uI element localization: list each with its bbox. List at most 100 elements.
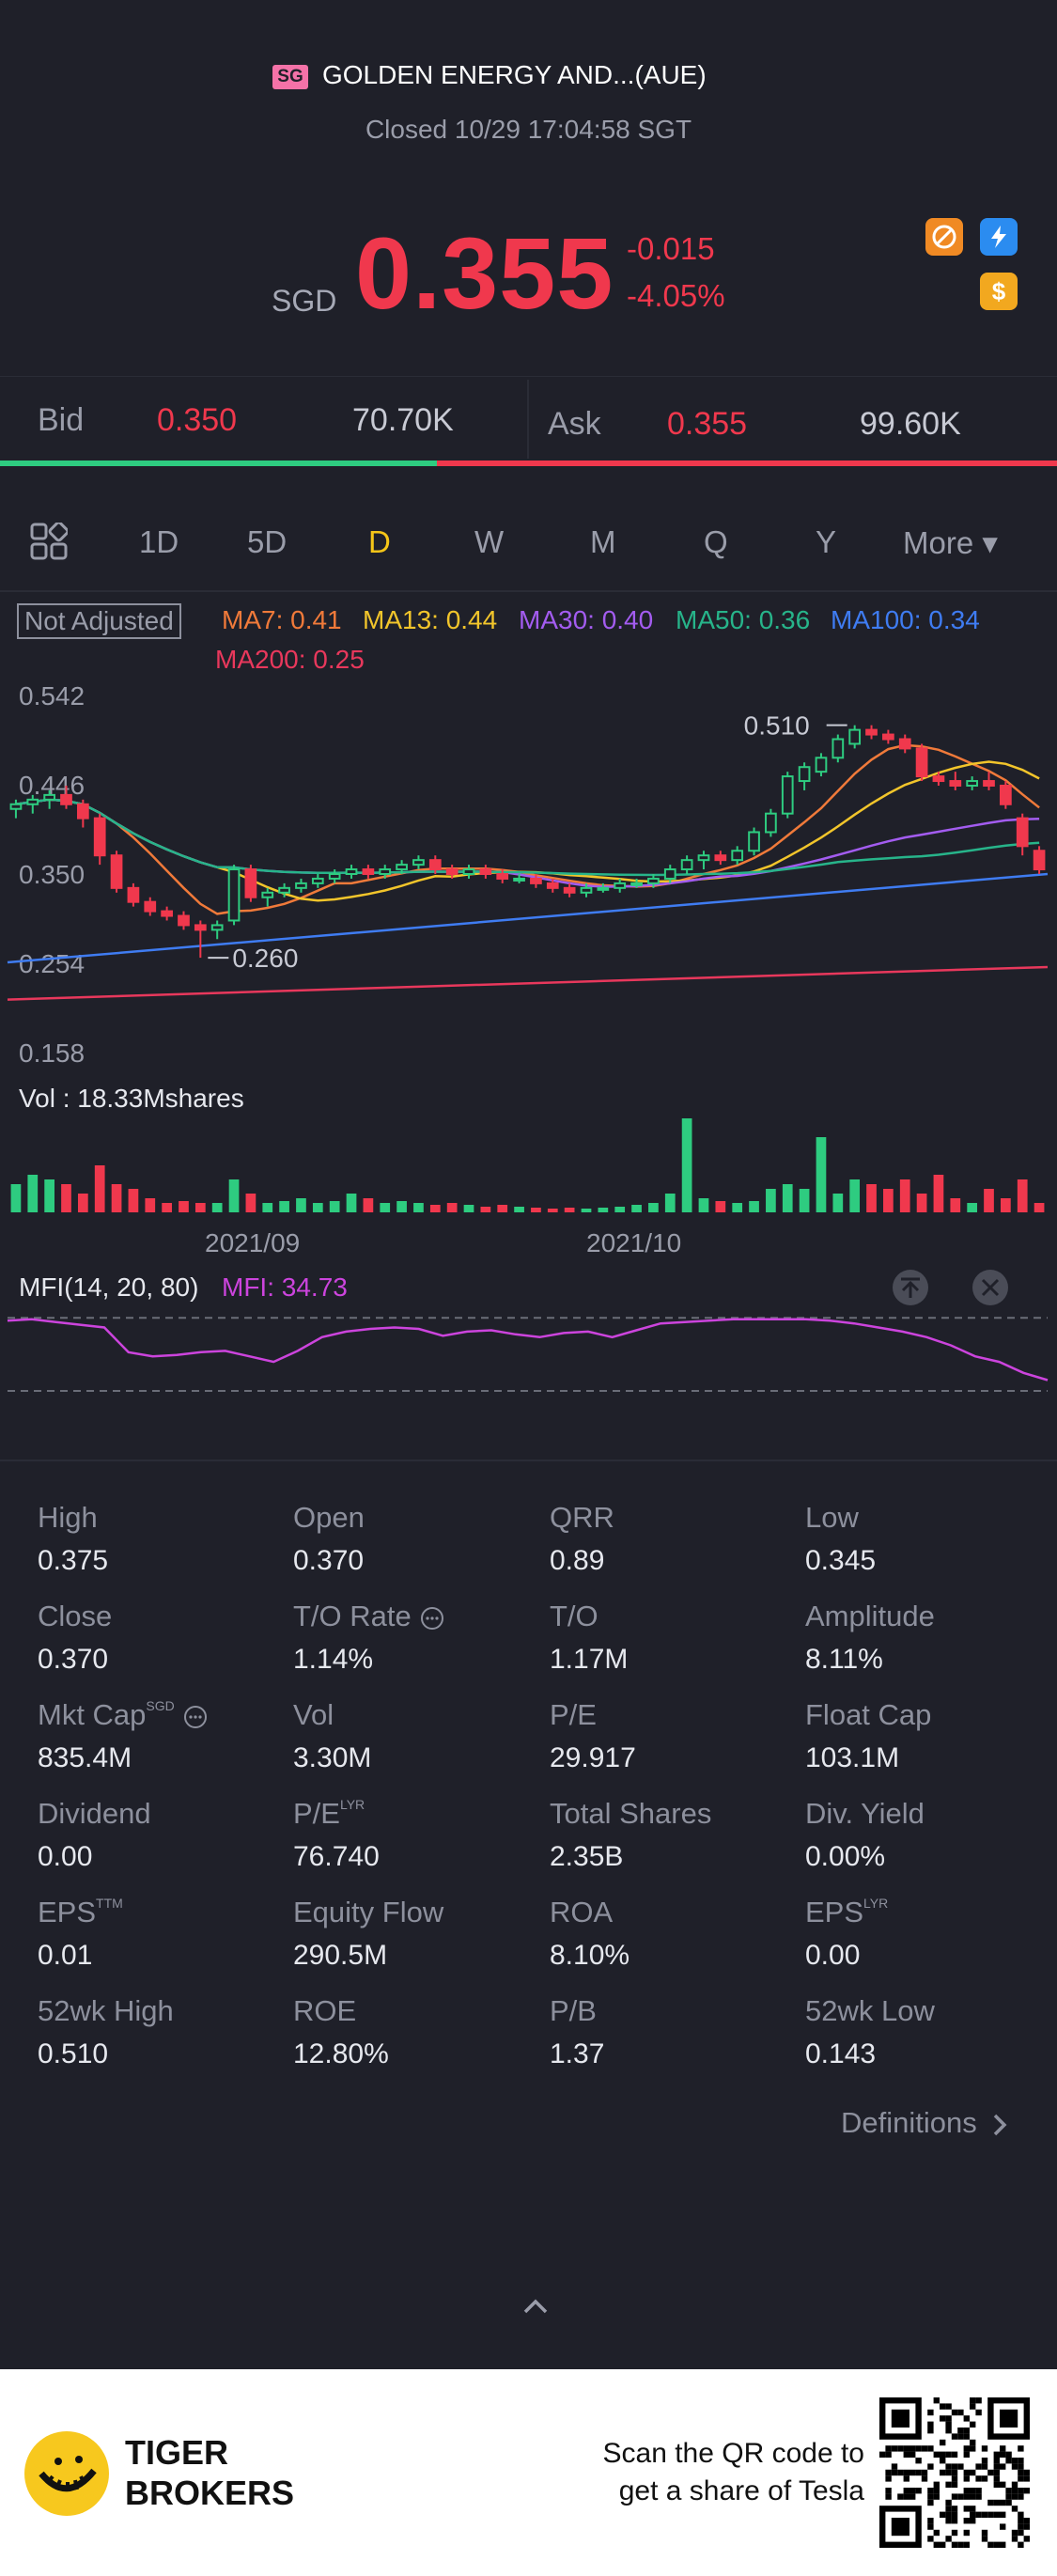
stat-value: 1.37: [550, 2038, 605, 2069]
pin-top-icon[interactable]: [893, 1270, 928, 1305]
dollar-icon[interactable]: $: [980, 273, 1018, 310]
ma13-line: [15, 760, 1040, 902]
tabs-divider: [0, 590, 1057, 592]
stat-label-text: Vol: [293, 1698, 334, 1731]
stat-label-text: Close: [38, 1600, 113, 1632]
candle-body: [680, 859, 693, 871]
stat-label: Dividend: [38, 1797, 151, 1831]
currency-label: SGD: [272, 284, 337, 318]
stock-name[interactable]: GOLDEN ENERGY AND...(AUE): [322, 60, 707, 89]
candle-body: [178, 914, 190, 927]
stat-label: Equity Flow: [293, 1896, 443, 1929]
volume-bar: [816, 1137, 827, 1212]
low-marker-label: 0.260: [232, 944, 298, 973]
candle-body: [815, 757, 828, 773]
ask-price: 0.355: [667, 406, 748, 442]
volume-bar: [94, 1165, 105, 1212]
tab-w[interactable]: W: [474, 524, 505, 559]
stat-label-text: T/O: [550, 1600, 598, 1632]
stat-label-text: P/E: [550, 1698, 597, 1731]
candle-body: [697, 854, 710, 862]
candle-body: [832, 738, 845, 759]
volume-bar: [1017, 1179, 1028, 1212]
candle-body: [345, 868, 358, 875]
chevron-up-icon[interactable]: [521, 2293, 550, 2321]
chart-layout-icon[interactable]: [30, 521, 70, 560]
candle-body: [43, 793, 55, 801]
quote-header: [0, 0, 1057, 376]
ma50-label: MA50: 0.36: [676, 605, 811, 634]
tab-more[interactable]: More ▾: [903, 525, 998, 560]
stat-label-text: EPS: [805, 1896, 864, 1928]
volume-bar: [564, 1208, 575, 1212]
market-status: Closed 10/29 17:04:58 SGT: [365, 115, 692, 144]
stat-label-text: Open: [293, 1501, 365, 1534]
mfi-line: [7, 1318, 1049, 1382]
candle-body: [949, 780, 962, 787]
ma200-label: MA200: 0.25: [215, 645, 365, 674]
tab-d[interactable]: D: [368, 524, 391, 559]
candle-body: [597, 886, 610, 891]
stat-value: 835.4M: [38, 1742, 132, 1773]
volume-bar: [681, 1118, 692, 1212]
candle-body: [127, 886, 140, 903]
not-adjusted-toggle[interactable]: Not Adjusted: [17, 603, 181, 639]
date-tick-label: 2021/09: [205, 1228, 300, 1257]
tab-1d[interactable]: 1D: [139, 524, 179, 559]
volume-bar: [380, 1203, 391, 1212]
volume-bar: [10, 1184, 22, 1212]
tab-5d[interactable]: 5D: [247, 524, 288, 559]
no-short-icon[interactable]: [925, 218, 963, 256]
bid-label: Bid: [38, 402, 85, 438]
stat-label: ROE: [293, 1994, 356, 2028]
volume-bar: [363, 1198, 374, 1212]
candle-body: [144, 900, 157, 913]
tab-y[interactable]: Y: [816, 524, 837, 559]
candle-body: [848, 728, 862, 745]
ma200-line: [7, 965, 1049, 1001]
volume-bar: [346, 1194, 357, 1212]
stat-value: 2.35B: [550, 1841, 624, 1872]
volume-bar: [296, 1198, 306, 1212]
volume-bar: [866, 1184, 877, 1212]
bid-price: 0.350: [157, 402, 238, 438]
stat-value: 3.30M: [293, 1742, 372, 1773]
stat-label: P/B: [550, 1994, 597, 2028]
mfi-params-label: MFI(14, 20, 80): [19, 1272, 198, 1302]
date-tick-label: 2021/10: [586, 1228, 681, 1257]
ma100-line: [7, 872, 1049, 964]
stat-label-text: Div. Yield: [805, 1797, 925, 1830]
candle-body: [915, 747, 928, 778]
candle-body: [714, 854, 727, 862]
candle-body: [210, 924, 224, 931]
volume-bar: [128, 1189, 139, 1212]
volume-bar: [782, 1184, 793, 1212]
info-icon[interactable]: [182, 1704, 209, 1730]
candle-body: [428, 859, 442, 871]
volume-bar: [514, 1207, 524, 1212]
lightning-icon[interactable]: [980, 218, 1018, 256]
stat-value: 8.10%: [550, 1940, 630, 1971]
candle-body: [614, 882, 627, 889]
market-tag: SG: [272, 65, 308, 89]
stat-superscript: LYR: [863, 1896, 889, 1911]
candle-body: [898, 738, 911, 750]
volume-bar: [262, 1203, 273, 1212]
stat-label: T/O: [550, 1600, 598, 1633]
volume-bar: [162, 1203, 172, 1212]
tab-m[interactable]: M: [590, 524, 616, 559]
stat-label-text: Amplitude: [805, 1600, 935, 1632]
candle-body: [731, 850, 744, 862]
stat-value: 0.00: [805, 1940, 861, 1971]
candle-body: [513, 877, 525, 882]
volume-bar: [245, 1194, 256, 1212]
price-tick-label: 0.158: [19, 1038, 85, 1068]
definitions-link[interactable]: Definitions: [841, 2106, 1009, 2140]
qr-code-icon[interactable]: [879, 2397, 1030, 2548]
info-icon[interactable]: [419, 1605, 445, 1631]
tab-q[interactable]: Q: [704, 524, 728, 559]
mfi-value-label: MFI: 34.73: [222, 1272, 348, 1302]
volume-bar: [279, 1201, 289, 1212]
close-icon[interactable]: [972, 1270, 1008, 1305]
